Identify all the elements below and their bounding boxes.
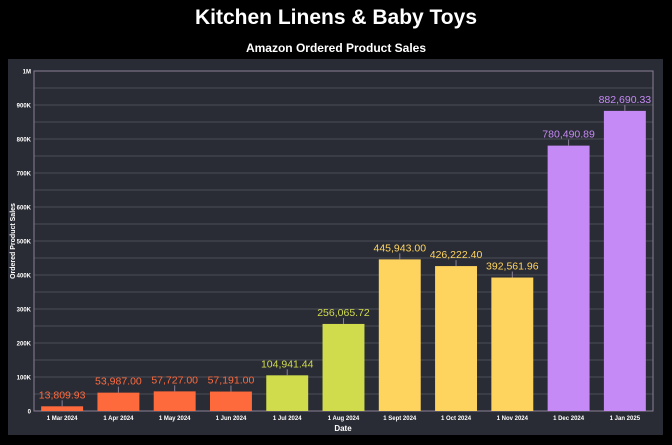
data-label: 57,191.00 (208, 375, 255, 387)
y-axis-title: Ordered Product Sales (10, 203, 17, 279)
bar (603, 110, 646, 411)
x-tick-label: 1 Jan 2025 (610, 416, 641, 422)
data-label: 426,222.40 (430, 249, 483, 261)
y-axis: 0 100K 200K 300K 400K 500K 600K 700K 800K 900K 1M (17, 70, 32, 416)
data-label: 53,987.00 (95, 376, 142, 388)
x-tick-label: 1 Oct 2024 (441, 416, 472, 422)
bar (547, 145, 590, 411)
x-tick-label: 1 Nov 2024 (497, 416, 529, 422)
bar (266, 375, 309, 411)
x-tick-label: 1 Jul 2024 (273, 416, 302, 422)
y-tick-label: 300K (17, 308, 32, 314)
y-tick-label: 900K (17, 104, 32, 110)
data-label: 392,561.96 (486, 261, 539, 273)
x-tick-label: 1 Jun 2024 (216, 416, 247, 422)
data-label: 780,490.89 (542, 129, 595, 141)
data-label: 445,943.00 (373, 242, 426, 254)
y-tick-label: 100K (17, 376, 32, 382)
y-tick-label: 500K (17, 240, 32, 246)
bars (41, 110, 646, 411)
bar (322, 323, 365, 411)
y-tick-label: 400K (17, 274, 32, 280)
chart-title: Kitchen Linens & Baby Toys (195, 6, 477, 29)
bar (97, 392, 140, 411)
x-axis-title: Date (334, 424, 352, 433)
x-tick-label: 1 May 2024 (159, 416, 191, 422)
x-tick-label: 1 Mar 2024 (47, 416, 78, 422)
data-label: 256,065.72 (317, 307, 370, 319)
x-tick-label: 1 Sept 2024 (383, 416, 417, 422)
x-tick-label: 1 Apr 2024 (103, 416, 134, 422)
data-labels: 13,809.93 53,987.00 57,727.00 57,191.00 104,… (39, 94, 652, 407)
data-label: 882,690.33 (599, 94, 652, 106)
x-axis: 1 Mar 2024 1 Apr 2024 1 May 2024 1 Jun 2024… (47, 416, 641, 422)
bar (209, 391, 252, 411)
data-label: 13,809.93 (39, 389, 86, 401)
y-tick-label: 700K (17, 172, 32, 178)
y-tick-label: 0 (28, 410, 32, 416)
y-tick-label: 1M (23, 70, 31, 76)
y-tick-label: 200K (17, 342, 32, 348)
chart-subtitle: Amazon Ordered Product Sales (245, 41, 427, 55)
x-tick-label: 1 Dec 2024 (553, 416, 585, 422)
bar (378, 259, 421, 411)
data-label: 104,941.44 (261, 358, 314, 370)
bar (435, 266, 478, 411)
x-tick-label: 1 Aug 2024 (328, 416, 360, 422)
y-tick-label: 800K (17, 138, 32, 144)
y-tick-label: 600K (17, 206, 32, 212)
data-label: 57,727.00 (151, 374, 198, 386)
bar (41, 406, 84, 411)
bar (153, 391, 196, 411)
bar (491, 277, 534, 411)
